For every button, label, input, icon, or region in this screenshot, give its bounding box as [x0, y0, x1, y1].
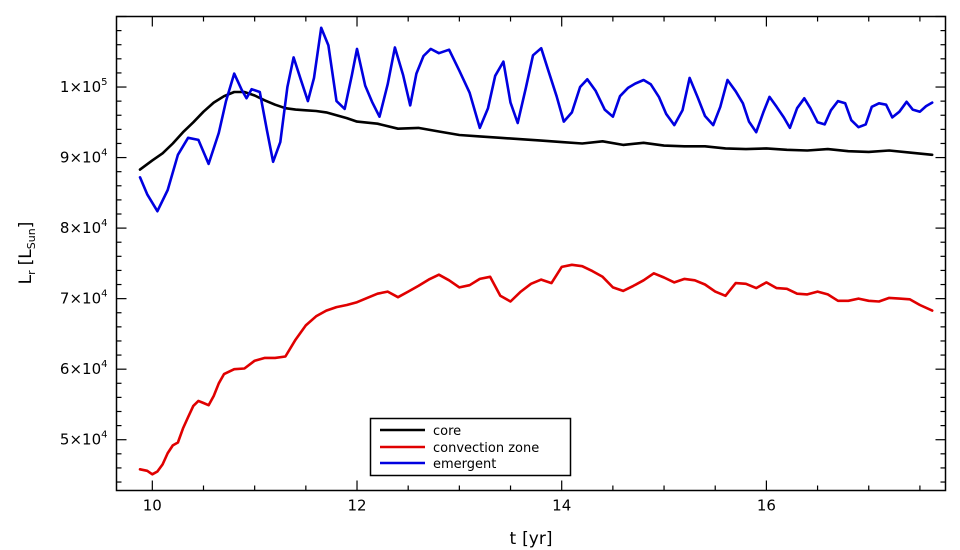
legend-label-core: core — [433, 424, 461, 439]
y-tick-label: 7×104 — [60, 289, 108, 308]
y-tick-label: 5×104 — [60, 430, 108, 449]
x-tick-label: 14 — [552, 497, 571, 515]
series-line-core — [138, 90, 934, 171]
y-tick-label: 6×104 — [60, 359, 108, 378]
y-tick-label: 1×105 — [60, 77, 108, 96]
legend-label-convection-zone: convection zone — [433, 441, 539, 456]
x-tick-label: 16 — [757, 497, 776, 515]
y-tick-label: 9×104 — [60, 148, 108, 167]
axis-ticks — [116, 15, 946, 491]
y-axis-label: Lr[LSun] — [16, 222, 38, 285]
x-tick-labels: 10 12 14 16 — [143, 497, 776, 515]
x-tick-label: 10 — [143, 497, 162, 515]
y-tick-label: 8×104 — [60, 218, 108, 237]
x-axis-label: t [yr] — [510, 529, 553, 549]
y-tick-labels: 5×104 6×104 7×104 8×104 9×104 1×105 — [60, 77, 108, 449]
legend: core convection zone emergent — [369, 417, 572, 477]
plot-frame — [115, 15, 947, 492]
series-layer — [138, 26, 934, 476]
series-line-emergent — [138, 26, 934, 213]
legend-label-emergent: emergent — [433, 457, 496, 472]
x-tick-label: 12 — [347, 497, 366, 515]
series-line-convection-zone — [138, 263, 934, 476]
